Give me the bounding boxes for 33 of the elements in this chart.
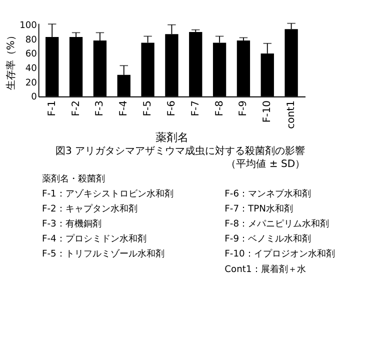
text: Cont1：展着剤＋水 bbox=[224, 264, 306, 275]
x-tick-label: F-7 bbox=[190, 100, 202, 116]
text: 図3 アリガタシマアザミウマ成虫に対する殺菌剤の影響 bbox=[55, 145, 306, 158]
x-tick-label: F-4 bbox=[118, 100, 130, 116]
text: 薬剤名・殺菌剤 bbox=[42, 173, 106, 184]
text: F-3：有機銅剤 bbox=[42, 218, 102, 230]
text: F-8：メパニピリム水和剤 bbox=[224, 218, 330, 230]
x-tick-label: cont1 bbox=[286, 100, 298, 129]
x-tick-label: F-8 bbox=[214, 100, 226, 116]
y-tick-label: 80 bbox=[25, 35, 38, 46]
x-tick-label: F-2 bbox=[70, 100, 82, 116]
x-tick-label: F-5 bbox=[142, 100, 154, 116]
y-axis-title: 生存率（%） bbox=[5, 30, 18, 90]
text: F-7：TPN水和剤 bbox=[224, 204, 293, 214]
text: F-5：トリフルミゾール水和剤 bbox=[42, 248, 164, 260]
text: F-10：イプロジオン水和剤 bbox=[224, 248, 335, 260]
text: F-9：ベノミル水和剤 bbox=[224, 234, 312, 245]
y-tick-label: 40 bbox=[25, 64, 38, 74]
x-axis-title: 薬剤名 bbox=[156, 130, 189, 144]
x-tick-label: F-1 bbox=[46, 100, 58, 116]
y-tick-label: 0 bbox=[31, 92, 38, 103]
y-tick-label: 60 bbox=[25, 50, 38, 60]
text: （平均値 ± SD） bbox=[226, 158, 306, 170]
text: F-4：プロシミドン水和剤 bbox=[42, 234, 146, 245]
x-tick-label: F-3 bbox=[94, 100, 106, 116]
text: F-1：アゾキシストロビン水和剤 bbox=[42, 188, 174, 200]
x-tick-label: F-6 bbox=[166, 100, 178, 116]
y-tick-label: 20 bbox=[25, 78, 38, 88]
text: F-2：キャプタン水和剤 bbox=[42, 204, 138, 214]
text: F-6：マンネブ水和剤 bbox=[224, 188, 312, 200]
x-tick-label: F-10 bbox=[262, 100, 274, 123]
x-tick-label: F-9 bbox=[238, 100, 250, 116]
y-tick-label: 100 bbox=[20, 20, 38, 31]
